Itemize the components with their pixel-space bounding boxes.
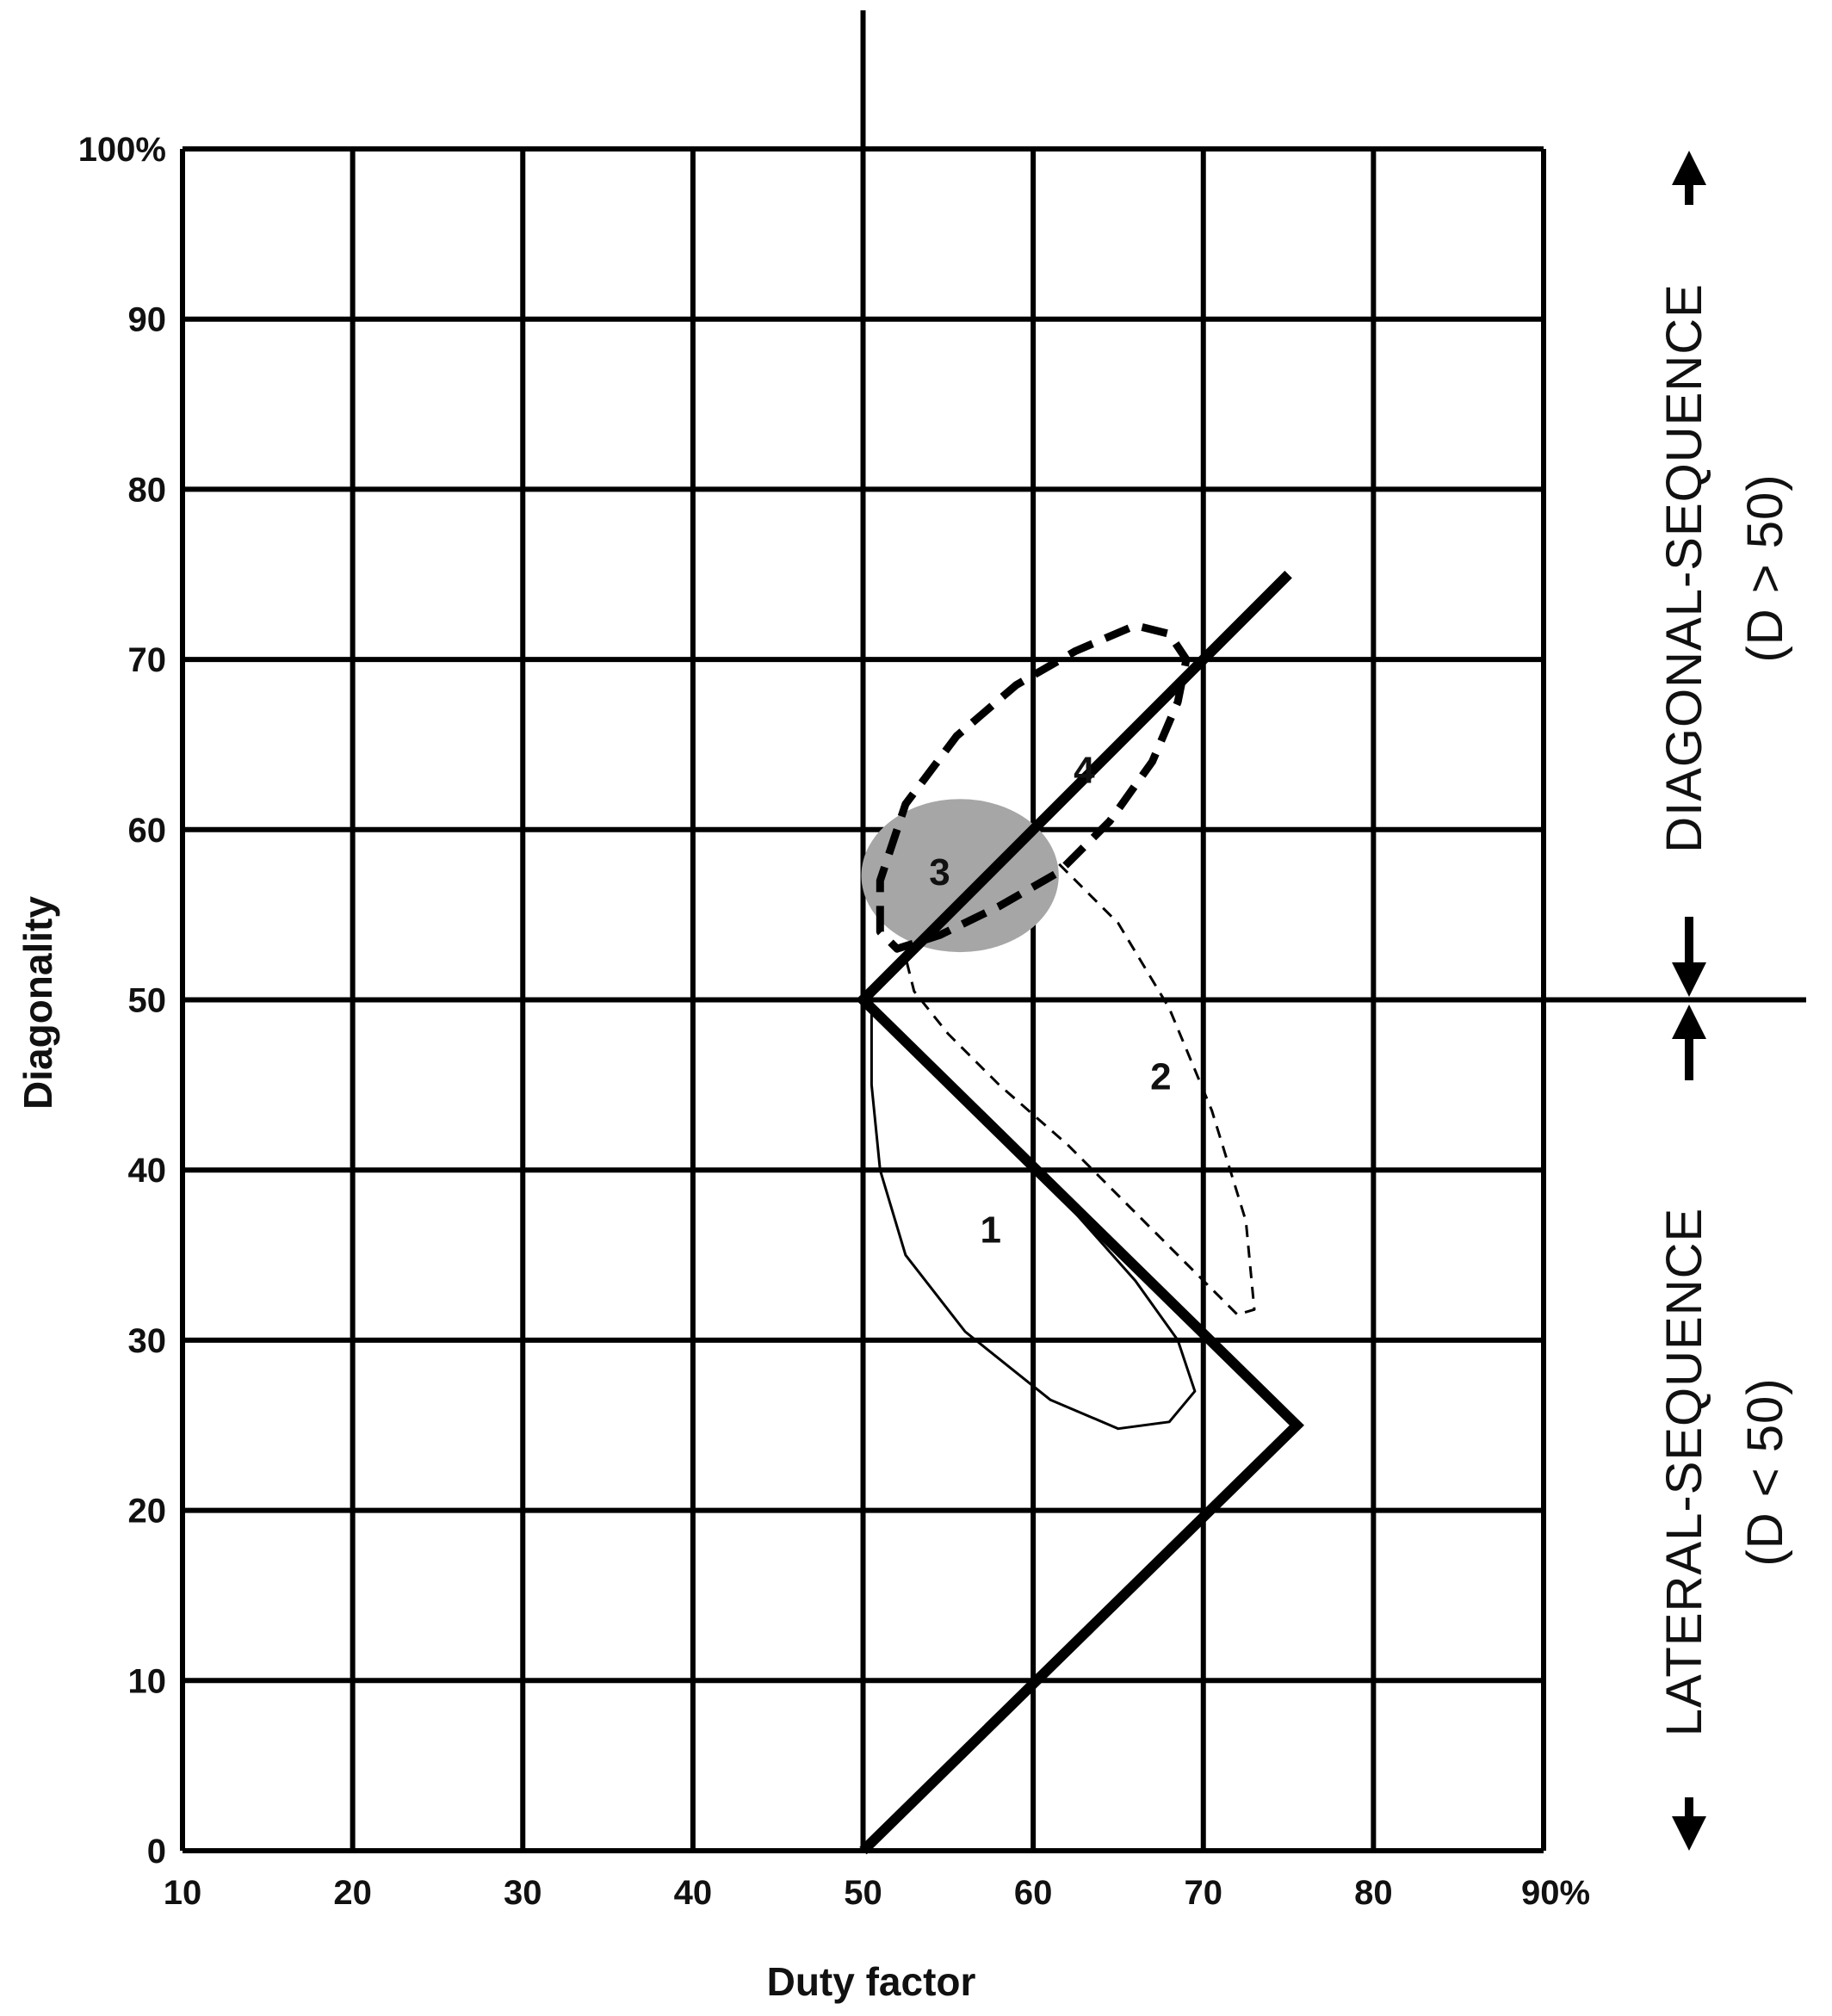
- diagonal-sequence-label: DIAGONAL-SEQUENCE: [1656, 283, 1712, 853]
- y-tick-label: 60: [128, 812, 167, 850]
- y-tick-label: 0: [147, 1833, 166, 1871]
- y-tick-label: 80: [128, 471, 167, 509]
- x-tick-label: 10: [164, 1874, 202, 1912]
- region-1-label: 1: [980, 1209, 1000, 1251]
- y-axis-title: Diagonality: [15, 896, 60, 1110]
- x-tick-label: 40: [674, 1874, 713, 1912]
- lateral-sequence-label: LATERAL-SEQUENCE: [1656, 1208, 1712, 1736]
- x-tick-label: 30: [504, 1874, 542, 1912]
- x-tick-label: 70: [1185, 1874, 1223, 1912]
- diagonal-arrow-down-head: [1672, 962, 1706, 997]
- y-tick-label: 20: [128, 1493, 167, 1531]
- boundary-line: 1 2 3 4: [855, 571, 1304, 1855]
- region-3-label: 3: [929, 851, 950, 894]
- y-tick-label: 70: [128, 641, 167, 679]
- diagonal-arrow-up-head: [1672, 151, 1706, 185]
- sequence-annotations: [1672, 151, 1706, 1851]
- y-tick-label: 90: [128, 301, 167, 339]
- y-tick-labels: 0 10 20 30 40 50 60 70 80 90 100%: [78, 131, 166, 1871]
- x-tick-label: 60: [1014, 1874, 1053, 1912]
- y-tick-label: 40: [128, 1152, 167, 1190]
- x-tick-labels: 10 20 30 40 50 60 70 80 90%: [164, 1874, 1590, 1912]
- region-4-label: 4: [1074, 750, 1095, 792]
- regions: [861, 621, 1256, 1431]
- lateral-arrow-up-head: [1672, 1005, 1706, 1039]
- x-axis-title: Duty factor: [767, 1959, 976, 2004]
- lateral-sequence-sub-label: (D < 50): [1737, 1377, 1793, 1566]
- region-4-outline: [876, 621, 1191, 953]
- region-3-shape: [861, 799, 1059, 953]
- grid: [180, 10, 1806, 1853]
- y-tick-label: 100%: [78, 131, 166, 169]
- lateral-arrow-down-head: [1672, 1816, 1706, 1851]
- x-tick-label: 50: [844, 1874, 882, 1912]
- boundary-polyline: [855, 571, 1304, 1855]
- y-tick-label: 50: [128, 982, 167, 1020]
- y-tick-label: 30: [128, 1322, 167, 1360]
- region-2-label: 2: [1150, 1055, 1171, 1098]
- y-tick-label: 10: [128, 1662, 167, 1700]
- x-tick-label: 90%: [1521, 1874, 1590, 1912]
- x-tick-label: 20: [333, 1874, 372, 1912]
- x-tick-label: 80: [1354, 1874, 1393, 1912]
- diagonal-sequence-sub-label: (D > 50): [1737, 473, 1793, 662]
